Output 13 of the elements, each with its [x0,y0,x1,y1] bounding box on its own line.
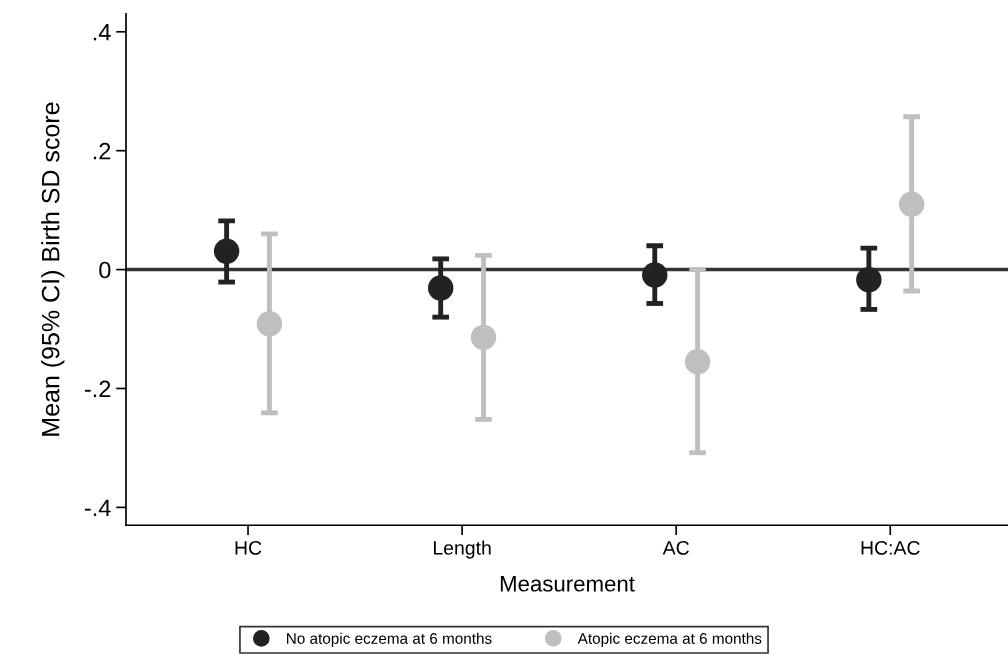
x-tick-label: Length [433,540,491,559]
legend-label: No atopic eczema at 6 months [287,632,492,647]
x-tick-label: HC [235,541,262,555]
x-tick-label: AC [662,541,689,555]
y-tick-label: -.2 [84,380,111,398]
y-tick-label: -.4 [84,499,111,516]
y-tick-label: .2 [93,142,111,160]
y-tick-label: .4 [93,24,111,41]
legend-label: Atopic eczema at 6 months [577,632,762,647]
x-axis-title: Measurement [500,576,635,592]
y-tick-label: 0 [99,261,111,279]
y-axis-title: Mean (95% CI) Birth SD score [41,102,65,436]
x-tick-label: HC:AC [861,541,920,555]
